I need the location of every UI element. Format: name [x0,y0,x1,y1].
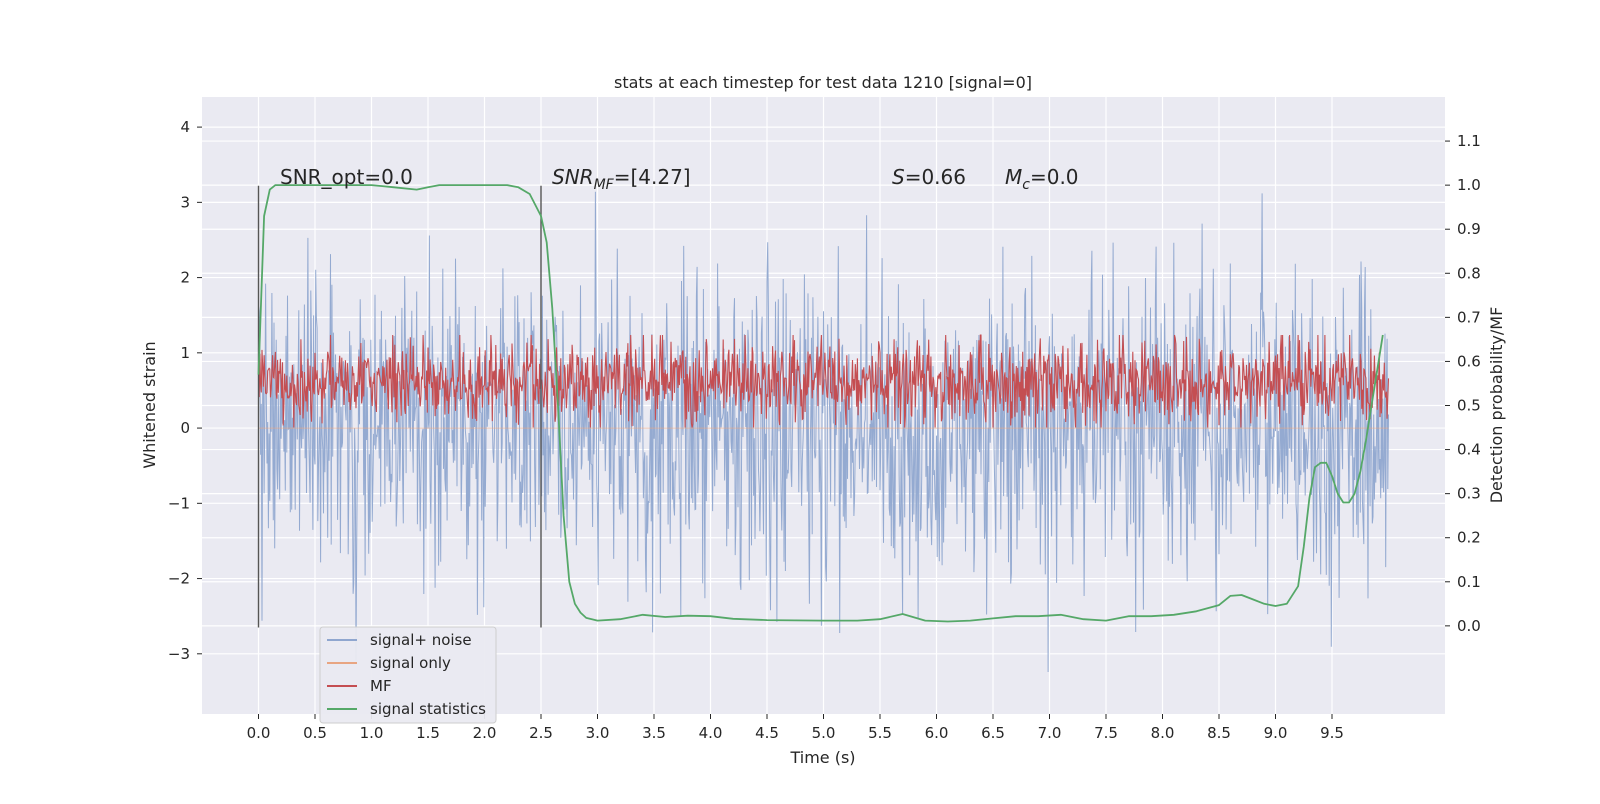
legend-box [319,626,497,724]
mc-value: =0.0 [1030,165,1079,189]
chart-title: stats at each timestep for test data 121… [614,73,1032,92]
legend-label-stats: signal statistics [370,700,486,718]
y-right-tick-label-2: 0.2 [1457,529,1481,547]
y-left-tick-label-5: 2 [180,269,190,287]
snr-mf-value: =[4.27] [614,165,691,189]
x-tick-label-6: 3.0 [586,724,610,742]
y-left-tick-label-2: −1 [168,494,190,512]
x-tick-label-14: 7.0 [1038,724,1062,742]
s-base: S [892,165,905,189]
signal-noise-line [258,191,1389,673]
x-tick-label-16: 8.0 [1151,724,1175,742]
x-tick-label-4: 2.0 [473,724,497,742]
y-right-tick-label-8: 0.8 [1457,264,1481,282]
y-right-axis-label: Detection probability/MF [1487,307,1506,504]
y-right-tick-label-6: 0.6 [1457,352,1481,370]
x-tick-label-15: 7.5 [1094,724,1118,742]
x-tick-label-0: 0.0 [247,724,271,742]
x-tick-label-3: 1.5 [416,724,440,742]
x-tick-label-10: 5.0 [812,724,836,742]
s-annotation: S=0.66 [892,165,966,189]
x-tick-label-12: 6.0 [925,724,949,742]
y-left-tick-label-6: 3 [180,193,190,211]
y-right-tick-label-9: 0.9 [1457,220,1481,238]
x-axis-label: Time (s) [789,748,855,767]
snr-opt-annotation: SNR_opt=0.0 [280,165,413,189]
legend-label-signal: signal only [370,654,451,672]
y-left-axis-ticks: −3 −2 −1 0 1 2 3 4 [168,118,202,663]
x-tick-label-13: 6.5 [981,724,1005,742]
x-tick-label-7: 3.5 [642,724,666,742]
signal-statistics-line [257,184,1384,623]
y-right-tick-label-4: 0.4 [1457,441,1481,459]
y-right-tick-label-11: 1.1 [1457,132,1481,150]
mc-annotation: Mc=0.0 [1005,165,1079,193]
y-right-tick-label-1: 0.1 [1457,573,1481,591]
x-tick-label-2: 1.0 [360,724,384,742]
snr-mf-annotation: SNRMF=[4.27] [552,165,691,193]
y-right-tick-label-3: 0.3 [1457,485,1481,503]
snr-mf-base: SNR [552,165,594,189]
x-tick-label-19: 9.5 [1320,724,1344,742]
signal-noise-series [258,191,1389,673]
x-tick-label-9: 4.5 [755,724,779,742]
legend-label-noise: signal+ noise [370,631,472,649]
x-axis-ticks: 0.0 0.5 1.0 1.5 2.0 2.5 3.0 3.5 4.0 4.5 5.0 5.5 6.0 6… [247,714,1344,742]
vertical-markers [257,185,542,628]
y-left-tick-label-1: −2 [168,570,190,588]
legend: signal+ noise signal only MF signal stat… [319,626,497,724]
y-left-tick-label-4: 1 [180,344,190,362]
s-value: =0.66 [905,165,966,189]
x-tick-label-17: 8.5 [1207,724,1231,742]
x-tick-label-1: 0.5 [303,724,327,742]
y-right-axis-ticks: 0.0 0.1 0.2 0.3 0.4 0.5 0.6 0.7 0.8 0.9 1.0 1.1 [1445,132,1481,635]
x-tick-label-8: 4.0 [699,724,723,742]
snr-mf-sub: MF [594,177,615,193]
x-tick-label-18: 9.0 [1264,724,1288,742]
y-right-tick-label-5: 0.5 [1457,397,1481,415]
x-tick-label-5: 2.5 [529,724,553,742]
legend-label-mf: MF [370,677,392,695]
y-left-tick-label-0: −3 [168,645,190,663]
y-left-axis-label: Whitened strain [140,341,159,468]
y-right-tick-label-10: 1.0 [1457,176,1481,194]
y-left-tick-label-7: 4 [180,118,190,136]
y-left-tick-label-3: 0 [180,419,190,437]
y-right-tick-label-0: 0.0 [1457,617,1481,635]
mf-line [257,334,1390,428]
mc-base: M [1005,165,1022,189]
y-right-tick-label-7: 0.7 [1457,308,1481,326]
mc-sub: c [1022,177,1030,193]
mf-series [257,334,1390,428]
x-tick-label-11: 5.5 [868,724,892,742]
signal-statistics-series [257,184,1384,623]
